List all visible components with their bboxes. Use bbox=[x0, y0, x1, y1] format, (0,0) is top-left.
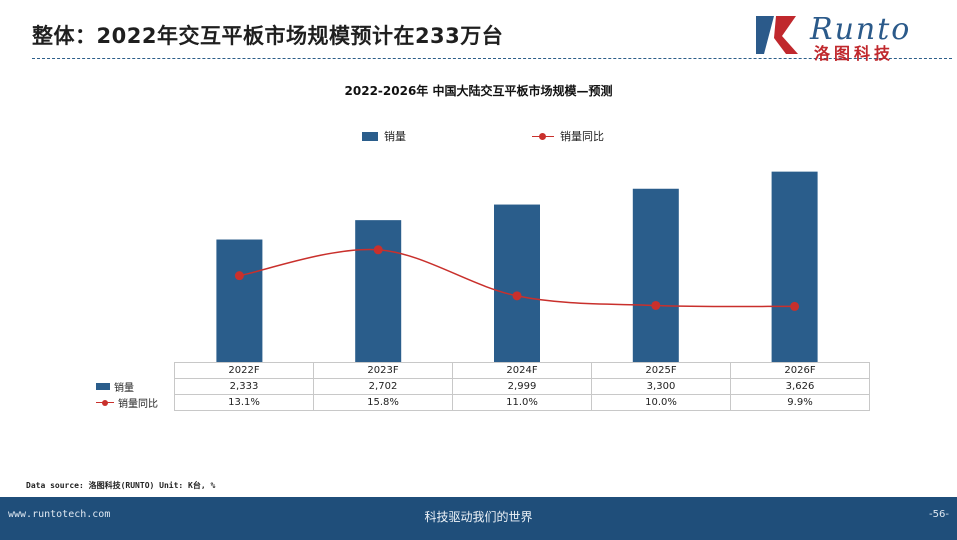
slide-title: 整体：2022年交互平板市场规模预计在233万台 bbox=[32, 24, 504, 48]
table-header-cell: 2023F bbox=[313, 362, 453, 379]
table-row-yoy: 销量同比 13.1% 15.8% 11.0% 10.0% 9.9% bbox=[92, 394, 870, 411]
table-corner-cell bbox=[92, 362, 175, 379]
point-yoy bbox=[512, 291, 522, 301]
table-cell-sales: 2,333 bbox=[174, 378, 314, 395]
data-source-note: Data source: 洛图科技(RUNTO) Unit: K台, % bbox=[26, 481, 216, 490]
table-cell-yoy: 10.0% bbox=[591, 394, 731, 411]
legend-item-yoy: 销量同比 bbox=[532, 128, 604, 144]
runto-logo: Runto 洛图科技 bbox=[752, 12, 947, 63]
runto-logo-mark bbox=[756, 16, 798, 54]
bar-sales bbox=[355, 220, 402, 362]
point-yoy bbox=[790, 301, 800, 311]
table-row-label-text: 销量同比 bbox=[118, 399, 158, 410]
logo-chinese-name: 洛图科技 bbox=[814, 44, 895, 63]
table-row-label-text: 销量 bbox=[114, 383, 134, 394]
legend-bar-swatch bbox=[362, 131, 378, 141]
footer-bar: www.runtotech.com 科技驱动我们的世界 -56- bbox=[0, 497, 957, 540]
logo-wordmark: Runto bbox=[810, 12, 912, 47]
page-number: -56- bbox=[929, 509, 949, 520]
chart-legend: 销量 销量同比 bbox=[0, 128, 957, 144]
bar-sales bbox=[494, 204, 540, 362]
table-header-cell: 2022F bbox=[174, 362, 314, 379]
table-cell-yoy: 15.8% bbox=[313, 394, 453, 411]
table-row-sales: 销量 2,333 2,702 2,999 3,300 3,626 bbox=[92, 378, 870, 395]
table-cell-yoy: 13.1% bbox=[174, 394, 314, 411]
table-cell-sales: 3,300 bbox=[591, 378, 731, 395]
table-bar-swatch bbox=[96, 383, 110, 390]
bar-sales bbox=[632, 188, 679, 362]
table-cell-sales: 2,999 bbox=[452, 378, 592, 395]
bar-sales bbox=[771, 171, 818, 362]
legend-label-sales: 销量 bbox=[384, 130, 406, 143]
point-yoy bbox=[234, 271, 244, 281]
point-yoy bbox=[651, 300, 661, 310]
table-header-cell: 2025F bbox=[591, 362, 731, 379]
table-row-label-sales: 销量 bbox=[92, 378, 175, 395]
table-cell-sales: 3,626 bbox=[730, 378, 870, 395]
table-row-label-yoy: 销量同比 bbox=[92, 394, 175, 411]
table-header-cell: 2024F bbox=[452, 362, 592, 379]
table-header-row: 2022F 2023F 2024F 2025F 2026F bbox=[92, 362, 870, 379]
title-divider bbox=[32, 58, 952, 59]
bar-sales bbox=[216, 239, 263, 362]
footer-slogan: 科技驱动我们的世界 bbox=[424, 510, 533, 524]
table-cell-yoy: 9.9% bbox=[730, 394, 870, 411]
table-header-cell: 2026F bbox=[730, 362, 870, 379]
table-line-swatch bbox=[96, 399, 114, 407]
chart-title: 2022-2026年 中国大陆交互平板市场规模—预测 bbox=[344, 84, 613, 98]
legend-label-yoy: 销量同比 bbox=[560, 130, 604, 143]
footer-website-link[interactable]: www.runtotech.com bbox=[8, 509, 111, 520]
legend-line-swatch bbox=[532, 132, 554, 141]
table-cell-sales: 2,702 bbox=[313, 378, 453, 395]
point-yoy bbox=[373, 245, 383, 255]
legend-item-sales: 销量 bbox=[362, 128, 406, 144]
table-cell-yoy: 11.0% bbox=[452, 394, 592, 411]
chart-data-table: 2022F 2023F 2024F 2025F 2026F 销量 2,333 2… bbox=[92, 362, 870, 411]
